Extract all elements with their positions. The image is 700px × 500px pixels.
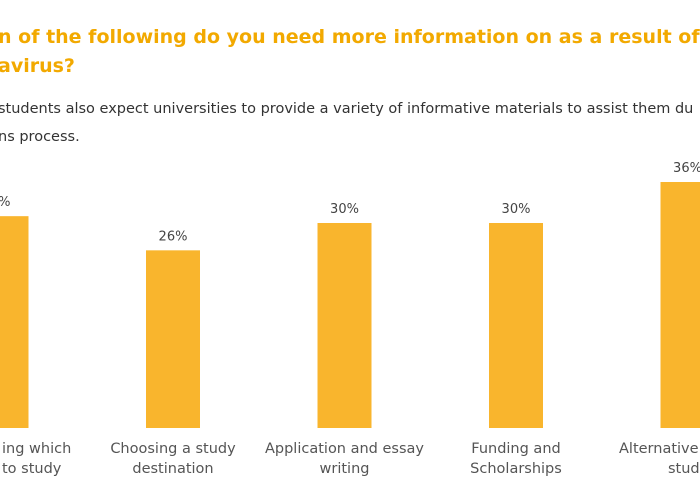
value-label: 30% (502, 202, 531, 217)
x-tick-label: ing which (2, 441, 71, 457)
value-label: 26% (159, 229, 188, 244)
x-tick-label: destination (132, 461, 213, 477)
chart-title: n of the following do you need more info… (0, 26, 700, 48)
x-tick-label: Choosing a study (110, 441, 236, 457)
x-tick-label: Application and essay (265, 441, 424, 457)
x-tick-label: Scholarships (470, 461, 562, 477)
x-tick-label: writing (320, 461, 370, 477)
chart-title: avirus? (0, 55, 75, 77)
value-label: 36% (673, 161, 700, 176)
value-label: 31% (0, 195, 10, 210)
subtitle: students also expect universities to pro… (0, 101, 693, 117)
bar (489, 223, 543, 428)
bar (660, 182, 700, 428)
value-label: 30% (330, 202, 359, 217)
x-tick-label: Funding and (471, 441, 560, 457)
bar (317, 223, 372, 428)
x-tick-label: stud (668, 461, 700, 477)
bar (0, 216, 29, 428)
subtitle: ns process. (0, 129, 80, 145)
x-tick-label: Alternative f (619, 441, 700, 457)
x-tick-label: to study (2, 461, 62, 477)
bar (146, 250, 200, 428)
